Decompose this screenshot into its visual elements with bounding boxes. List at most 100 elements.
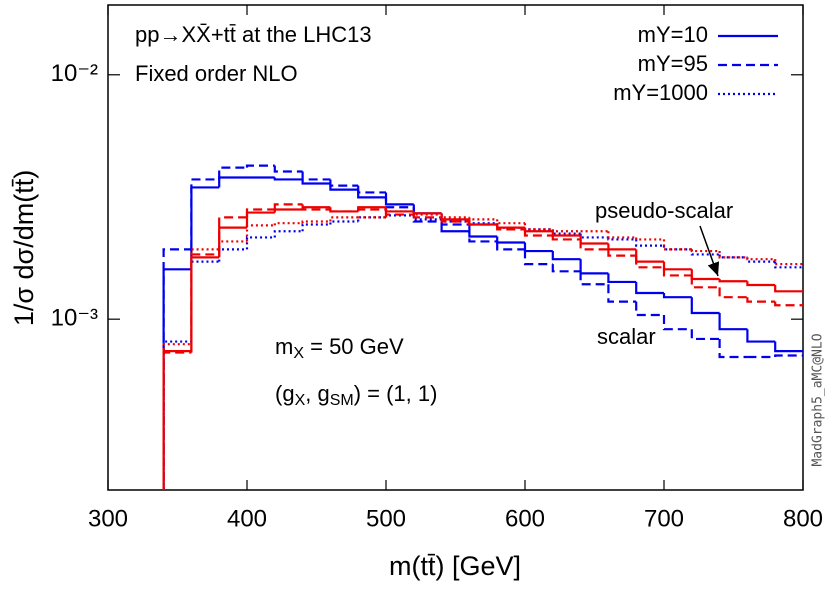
histogram-step: [635, 239, 664, 247]
histogram-step: [218, 166, 247, 180]
histogram-step: [273, 208, 303, 213]
text-part: , g: [305, 381, 329, 406]
histogram-step: [746, 257, 776, 261]
histogram-step: [690, 297, 720, 315]
histogram-step: [384, 197, 414, 206]
histogram-step: [273, 230, 303, 238]
annotation-arrow: [699, 225, 720, 277]
histogram-step: [718, 251, 748, 259]
annotation: (gX, gSM) = (1, 1): [275, 381, 437, 409]
histogram-step: [273, 222, 303, 226]
histogram-step: [774, 261, 803, 269]
histogram-step: [245, 208, 275, 218]
histogram-step: [774, 354, 803, 358]
plot-frame: [107, 4, 804, 491]
histogram-step: [412, 214, 442, 219]
histogram-step: [357, 216, 386, 222]
histogram-step: [690, 249, 720, 253]
histogram-step: [551, 235, 581, 241]
histogram-step: [607, 273, 637, 284]
histogram-step: [162, 350, 192, 490]
histogram-step: [774, 284, 803, 293]
histogram-step: [301, 220, 331, 224]
histogram-step: [412, 211, 442, 215]
histogram-step: [718, 312, 748, 331]
y-axis-label: 1/σ dσ/dm(tt̄): [9, 170, 39, 326]
histogram-step: [496, 219, 525, 225]
histogram-step: [218, 248, 247, 262]
histogram-step: [329, 179, 359, 187]
histogram-step: [496, 236, 525, 244]
text-part: m: [275, 334, 293, 359]
histogram-step: [301, 171, 331, 181]
histogram-step: [496, 241, 525, 251]
histogram-step: [635, 249, 664, 263]
subscript: SM: [330, 392, 354, 409]
legend-label: mY=1000: [613, 80, 708, 105]
histogram-step: [579, 233, 609, 239]
histogram-step: [273, 203, 303, 210]
histogram-step: [190, 260, 220, 342]
annotation: scalar: [597, 324, 656, 349]
histogram-step: [384, 210, 414, 218]
histogram-step: [329, 216, 359, 222]
histogram-step: [523, 249, 553, 266]
histogram-step: [357, 208, 386, 212]
histogram-step: [245, 236, 275, 250]
histogram-step: [440, 217, 470, 223]
histogram-step: [496, 224, 525, 231]
histogram-step: [301, 223, 331, 232]
histogram-step: [774, 259, 803, 266]
subscript: X: [295, 392, 306, 409]
histogram-step: [718, 279, 748, 283]
histogram-step: [218, 240, 247, 250]
histogram-step: [273, 165, 303, 173]
histogram-step: [579, 235, 609, 245]
histogram-step: [245, 164, 275, 168]
histogram-step: [635, 301, 664, 317]
histogram-step: [579, 259, 609, 275]
histogram-step: [774, 341, 803, 353]
histogram-step: [662, 245, 692, 251]
histogram-step: [718, 338, 748, 359]
x-tick-label: 300: [88, 505, 128, 532]
histogram-step: [162, 340, 192, 490]
histogram-step: [607, 231, 637, 239]
histogram-step: [245, 224, 275, 242]
histogram-step: [162, 343, 192, 490]
x-tick-label: 600: [505, 505, 545, 532]
histogram-step: [523, 229, 553, 237]
histogram-step: [523, 242, 553, 253]
histogram-step: [662, 315, 692, 331]
x-tick-label: 700: [644, 505, 684, 532]
histogram-step: [468, 221, 498, 225]
histogram-step: [607, 243, 637, 251]
histogram-step: [746, 297, 776, 303]
histogram-step: [607, 284, 637, 303]
histogram-step: [412, 204, 442, 215]
histogram-step: [718, 287, 748, 299]
histogram-step: [190, 248, 220, 345]
histogram-step: [690, 275, 720, 289]
histogram-step: [273, 177, 303, 181]
histogram-step: [496, 224, 525, 229]
histogram-step: [551, 229, 581, 233]
histogram-step: [718, 254, 748, 259]
histogram-step: [190, 253, 220, 353]
annotation: pseudo-scalar: [595, 198, 733, 223]
watermark: MadGraph5_aMC@NLO: [811, 333, 826, 466]
y-tick-label: 10⁻³: [51, 305, 98, 332]
histogram-step: [440, 214, 470, 219]
text-part: = 50 GeV: [304, 334, 404, 359]
histogram-step: [551, 251, 581, 261]
histogram-step: [412, 211, 442, 216]
legend-label: mY=10: [638, 22, 708, 47]
legend-label: mY=95: [638, 51, 708, 76]
histogram-step: [551, 264, 581, 273]
annotation: mX = 50 GeV: [275, 334, 404, 362]
x-tick-label: 400: [227, 505, 267, 532]
histogram-step: [468, 221, 498, 226]
histogram-step: [190, 256, 220, 352]
histogram-step: [690, 329, 720, 341]
